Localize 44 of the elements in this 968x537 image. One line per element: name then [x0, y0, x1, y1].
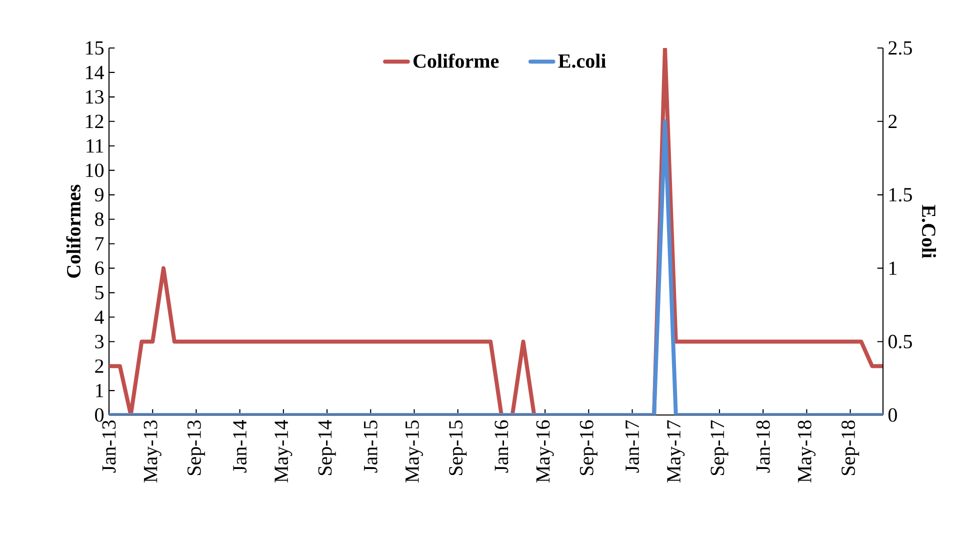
x-tick-label: May-13: [144, 420, 162, 482]
x-tick-label: May-18: [798, 420, 816, 482]
x-tick-label: Sep-14: [318, 420, 336, 476]
x-tick-label: Jan-16: [494, 420, 508, 473]
y-tick-label: 12: [86, 114, 104, 128]
y-axis-title: Coliformes: [66, 184, 80, 278]
y2-tick-label: 2: [888, 114, 897, 128]
y-tick-label: 6: [95, 261, 104, 275]
y2-tick-label: 0.5: [888, 334, 912, 348]
y2-tick-label: 1: [889, 262, 897, 275]
y-tick-label: 1: [96, 384, 104, 398]
y-tick-label: 7: [96, 237, 104, 250]
y-tick-label: 13: [86, 90, 104, 104]
x-tick-label: May-17: [667, 420, 685, 482]
y-tick-label: 11: [86, 139, 104, 152]
y-tick-label: 15: [86, 41, 104, 55]
y2-tick-label: 0: [888, 408, 897, 422]
x-tick-label: May-15: [405, 420, 423, 482]
x-tick-label: Sep-17: [710, 420, 728, 476]
x-tick-label: Sep-15: [449, 420, 467, 476]
x-tick-label: Jan-14: [233, 420, 247, 473]
x-tick-label: Sep-13: [187, 420, 205, 476]
x-tick-label: Jan-15: [364, 420, 378, 473]
x-tick-label: Jan-17: [626, 420, 639, 473]
legend-label: Coliforme: [414, 54, 499, 68]
x-tick-label: May-14: [274, 420, 292, 482]
y-tick-label: 4: [94, 310, 104, 324]
y-tick-label: 3: [95, 334, 104, 348]
x-tick-label: Sep-18: [842, 420, 860, 476]
y-tick-label: 9: [94, 188, 104, 202]
y-tick-label: 2: [95, 359, 104, 373]
y-tick-label: 0: [95, 408, 104, 422]
y2-tick-label: 2.5: [888, 41, 912, 55]
y-tick-label: 8: [95, 212, 104, 226]
legend-label: E.coli: [558, 54, 606, 68]
y2-axis-title: E.Coli: [922, 204, 936, 258]
y-tick-label: 5: [95, 286, 104, 300]
x-tick-label: May-16: [536, 420, 554, 482]
y-tick-label: 10: [86, 164, 104, 178]
x-tick-label: Jan-18: [756, 420, 770, 473]
y2-tick-label: 1.5: [889, 188, 912, 202]
x-tick-label: Sep-16: [580, 420, 598, 476]
y-tick-label: 14: [86, 66, 104, 80]
x-tick-label: Jan-13: [102, 420, 116, 473]
